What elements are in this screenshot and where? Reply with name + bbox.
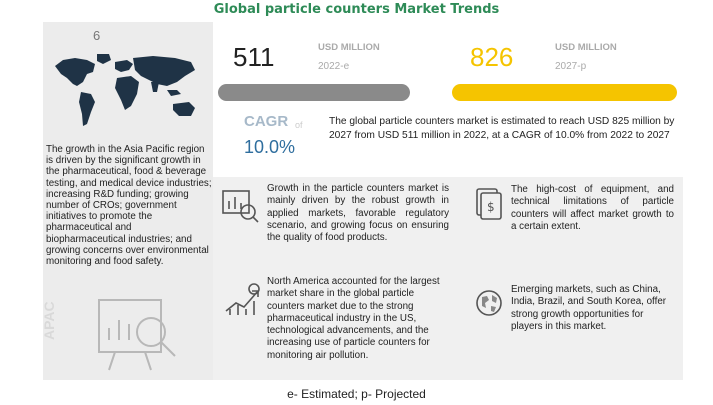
insight-restraints: The high-cost of equipment, and technica…	[511, 184, 674, 232]
end-market-value: 826	[470, 42, 514, 72]
insight-north-america: North America accounted for the largest …	[267, 276, 440, 361]
insight-drivers: Growth in the particle counters market i…	[267, 183, 449, 244]
svg-text:$: $	[487, 200, 495, 214]
cagr-label: CAGR	[244, 113, 289, 130]
footer-note: e- Estimated; p- Projected	[287, 387, 426, 401]
end-market-unit: USD MILLION	[555, 42, 617, 53]
corner-number: 6	[93, 28, 101, 43]
cagr-of-label: of	[295, 120, 303, 130]
analysis-chart-icon	[98, 299, 176, 371]
apac-column: 6 The growth in the Asia Pacific region …	[43, 22, 213, 380]
growth-chart-icon	[222, 190, 259, 223]
apac-description: The growth in the Asia Pacific region is…	[46, 144, 212, 268]
world-map-icon	[55, 54, 195, 126]
start-market-year: 2022-e	[318, 61, 350, 72]
globe-icon	[476, 290, 502, 316]
start-market-value: 511	[233, 42, 275, 72]
cagr-value: 10.0%	[244, 137, 296, 157]
page-title: Global particle counters Market Trends	[213, 2, 500, 17]
end-value-bar	[452, 84, 677, 101]
end-market-year: 2027-p	[555, 61, 587, 72]
market-summary: The global particle counters market is e…	[329, 116, 675, 141]
insight-emerging-markets: Emerging markets, such as China, India, …	[511, 284, 667, 332]
start-market-unit: USD MILLION	[318, 42, 380, 53]
start-value-bar	[218, 84, 410, 101]
money-cost-icon: $	[476, 188, 502, 220]
apac-region-label: APAC	[43, 301, 57, 340]
dollar-growth-icon	[225, 283, 260, 315]
